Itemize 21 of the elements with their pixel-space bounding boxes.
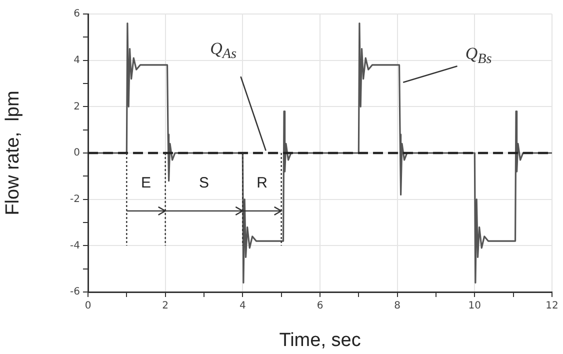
x-tick-label: 10: [468, 300, 482, 312]
annotation: E: [140, 174, 152, 192]
x-axis-title: Time, sec: [279, 330, 361, 351]
x-tick-label: 4: [239, 300, 246, 312]
x-tick-label: 12: [546, 300, 558, 312]
y-axis-title: Flow rate, lpm: [2, 90, 24, 216]
x-tick-label: 8: [394, 300, 401, 312]
annotation: S: [198, 174, 210, 192]
x-tick-label: 6: [316, 300, 324, 312]
y-tick-label: -4: [70, 240, 80, 252]
annotation: R: [256, 174, 268, 192]
text: Q$_{As}$: [210, 38, 237, 64]
y-tick-label: 2: [74, 101, 80, 112]
y-tick-label: -2: [70, 194, 80, 205]
x-tick-label: 0: [84, 300, 92, 312]
y-tick-label: -6: [70, 286, 80, 298]
text: Q$_{Bs}$: [465, 43, 492, 68]
y-tick-label: 4: [74, 54, 80, 66]
y-tick-label: 6: [74, 8, 80, 20]
x-tick-label: 2: [162, 300, 169, 312]
y-tick-label: 0: [74, 148, 80, 159]
